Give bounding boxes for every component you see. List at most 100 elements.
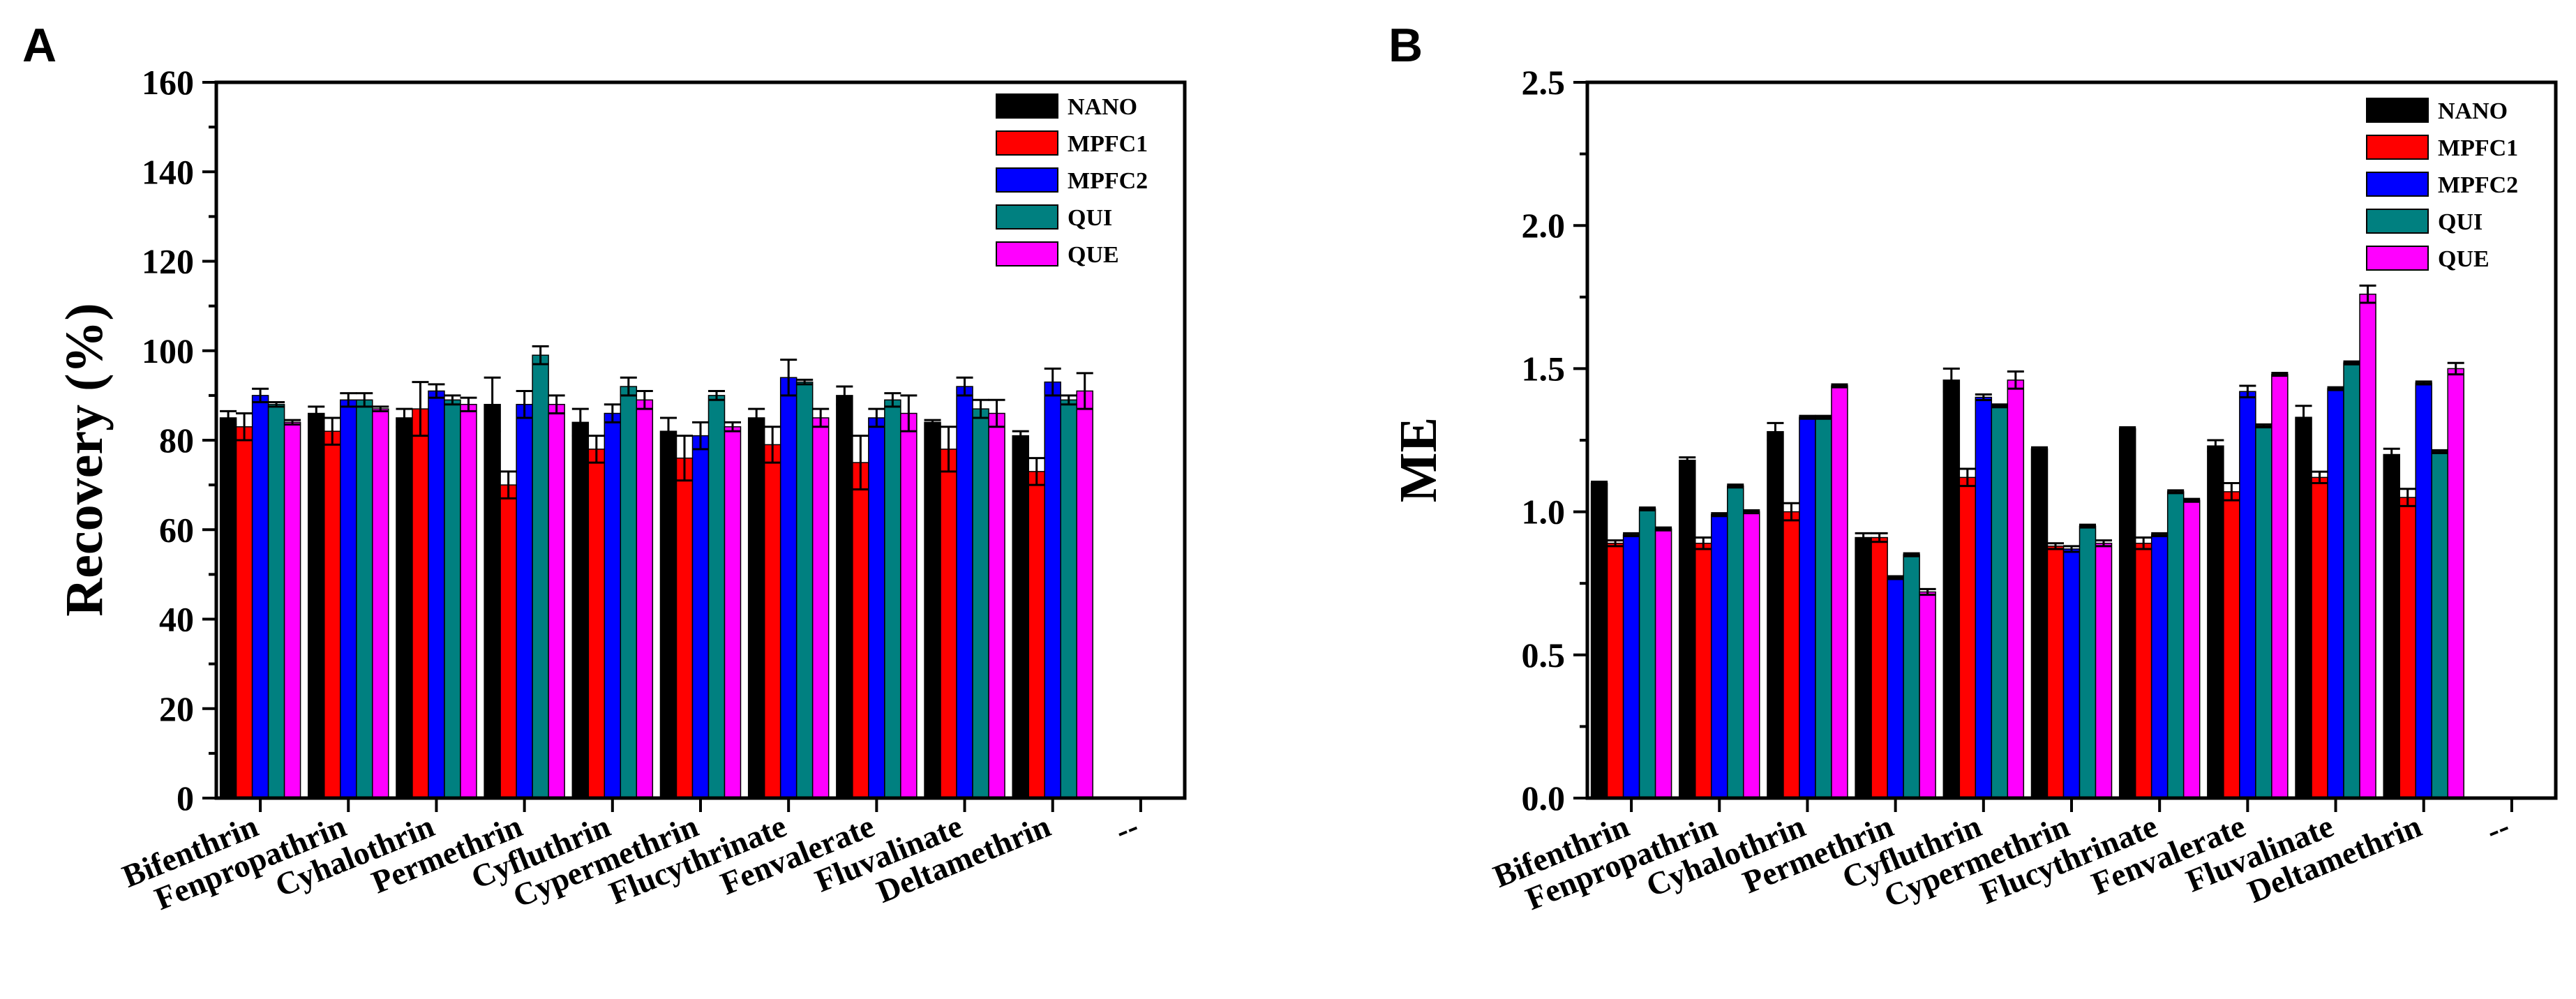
bar-mpfc2-fenvalerate: [2239, 391, 2256, 799]
bar-que-permethrin: [1919, 591, 1936, 799]
y-axis-title: ME: [1389, 417, 1448, 502]
bar-mpfc2-flucythrinate: [2150, 534, 2169, 799]
bar-mpfc1-fenpropathrin: [1695, 542, 1712, 799]
legend-swatch-nano: [996, 93, 1058, 119]
bar-qui-cypermethrin: [707, 395, 726, 799]
bar-qui-bifenthrin: [1638, 508, 1656, 799]
bar-qui-fluvalinate: [972, 408, 989, 799]
bar-nano-cypermethrin: [2030, 448, 2049, 799]
bar-nano-deltamethrin: [1012, 435, 1029, 799]
bar-nano-cyfluthrin: [571, 421, 590, 799]
bar-mpfc1-bifenthrin: [235, 426, 253, 799]
bar-que-bifenthrin: [1654, 528, 1672, 799]
bar-mpfc2-cyhalothrin: [1799, 416, 1816, 799]
y-tick-label: 40: [159, 600, 194, 639]
legend-swatch-mpfc2: [996, 167, 1058, 193]
bar-mpfc1-cyhalothrin: [1783, 511, 1800, 799]
legend-label-nano: NANO: [1068, 94, 1137, 120]
bar-qui-flucythrinate: [2166, 491, 2185, 799]
bar-mpfc2-fenpropathrin: [1711, 513, 1728, 799]
bar-nano-fluvalinate: [2295, 416, 2312, 799]
bar-mpfc2-cyfluthrin: [1975, 396, 1993, 799]
bar-nano-cyfluthrin: [1942, 380, 1961, 799]
bar-qui-cyhalothrin: [1815, 416, 1832, 799]
bar-que-cypermethrin: [724, 426, 742, 799]
bar-qui-deltamethrin: [1060, 399, 1077, 799]
bar-nano-permethrin: [484, 403, 501, 799]
bar-qui-cyfluthrin: [620, 386, 638, 799]
bar-mpfc2-cypermethrin: [691, 435, 710, 799]
bar-que-cyhalothrin: [1831, 385, 1848, 799]
bar-qui-cypermethrin: [2079, 525, 2097, 799]
bar-que-fenvalerate: [2271, 373, 2289, 799]
x-category-label-b-11: --: [2481, 808, 2515, 849]
bar-mpfc2-fluvalinate: [2327, 388, 2344, 799]
bar-mpfc1-permethrin: [1871, 536, 1888, 799]
bar-qui-cyhalothrin: [444, 399, 461, 799]
bar-nano-cyhalothrin: [1767, 430, 1784, 799]
legend-swatch-que: [2366, 246, 2429, 271]
bar-qui-fenvalerate: [2255, 425, 2272, 799]
bar-qui-fenpropathrin: [1727, 485, 1744, 799]
bar-nano-cyhalothrin: [396, 417, 413, 799]
bar-nano-fenpropathrin: [1679, 459, 1696, 799]
bar-mpfc1-cyfluthrin: [587, 449, 606, 799]
bar-nano-fenpropathrin: [308, 412, 325, 799]
y-tick-label: 2.0: [1522, 206, 1566, 245]
legend-swatch-mpfc1: [996, 130, 1058, 156]
legend-label-mpfc1: MPFC1: [2438, 135, 2518, 161]
panel-label: A: [22, 19, 57, 72]
panel-label: B: [1388, 19, 1423, 72]
y-tick-label: 0: [177, 779, 194, 818]
y-tick-label: 0.5: [1522, 636, 1566, 675]
bar-mpfc2-deltamethrin: [2415, 382, 2432, 799]
legend-label-nano: NANO: [2438, 98, 2508, 124]
bar-que-deltamethrin: [2447, 368, 2464, 799]
bar-qui-flucythrinate: [795, 381, 814, 799]
bar-qui-bifenthrin: [267, 403, 285, 799]
bar-mpfc2-cypermethrin: [2062, 548, 2081, 799]
bar-que-flucythrinate: [811, 417, 830, 799]
bar-que-fenpropathrin: [372, 408, 389, 799]
legend-label-mpfc2: MPFC2: [1068, 168, 1148, 194]
bar-mpfc2-flucythrinate: [779, 377, 797, 799]
bar-mpfc1-cypermethrin: [2046, 546, 2065, 799]
bar-mpfc2-fenvalerate: [868, 417, 885, 799]
bar-qui-fluvalinate: [2343, 362, 2360, 799]
y-tick-label: 1.5: [1522, 349, 1566, 388]
bar-mpfc2-permethrin: [516, 403, 533, 799]
bar-que-fluvalinate: [988, 412, 1005, 799]
bar-mpfc1-flucythrinate: [2134, 542, 2152, 799]
legend-label-mpfc2: MPFC2: [2438, 172, 2518, 198]
y-tick-label: 100: [142, 331, 194, 370]
bar-que-cyfluthrin: [636, 399, 654, 799]
bar-que-cyfluthrin: [2007, 380, 2025, 799]
bar-qui-permethrin: [532, 354, 549, 799]
y-tick-label: 160: [142, 63, 194, 102]
bar-qui-permethrin: [1903, 554, 1920, 799]
bar-mpfc1-fluvalinate: [940, 449, 957, 799]
bar-mpfc2-bifenthrin: [251, 395, 269, 799]
bar-qui-fenpropathrin: [356, 399, 373, 799]
legend-swatch-qui: [2366, 209, 2429, 234]
y-axis-title: Recovery (%): [55, 303, 114, 616]
bar-mpfc1-deltamethrin: [2399, 497, 2416, 799]
bar-mpfc1-cyhalothrin: [412, 408, 429, 799]
legend-swatch-mpfc2: [2366, 172, 2429, 197]
bar-mpfc1-bifenthrin: [1606, 542, 1624, 799]
bar-qui-deltamethrin: [2431, 451, 2448, 799]
bar-que-deltamethrin: [1076, 390, 1093, 799]
bar-nano-permethrin: [1855, 536, 1872, 799]
legend-label-que: QUE: [2438, 246, 2489, 272]
bar-nano-fenvalerate: [2207, 445, 2224, 799]
bar-mpfc1-permethrin: [500, 484, 517, 799]
bar-mpfc1-flucythrinate: [763, 444, 781, 799]
bar-qui-fenvalerate: [884, 399, 901, 799]
bar-nano-bifenthrin: [1590, 482, 1608, 799]
bar-que-fenpropathrin: [1743, 511, 1760, 799]
legend-label-mpfc1: MPFC1: [1068, 131, 1148, 157]
y-tick-label: 80: [159, 421, 194, 460]
bar-nano-bifenthrin: [219, 417, 237, 799]
legend-label-qui: QUI: [2438, 209, 2483, 235]
